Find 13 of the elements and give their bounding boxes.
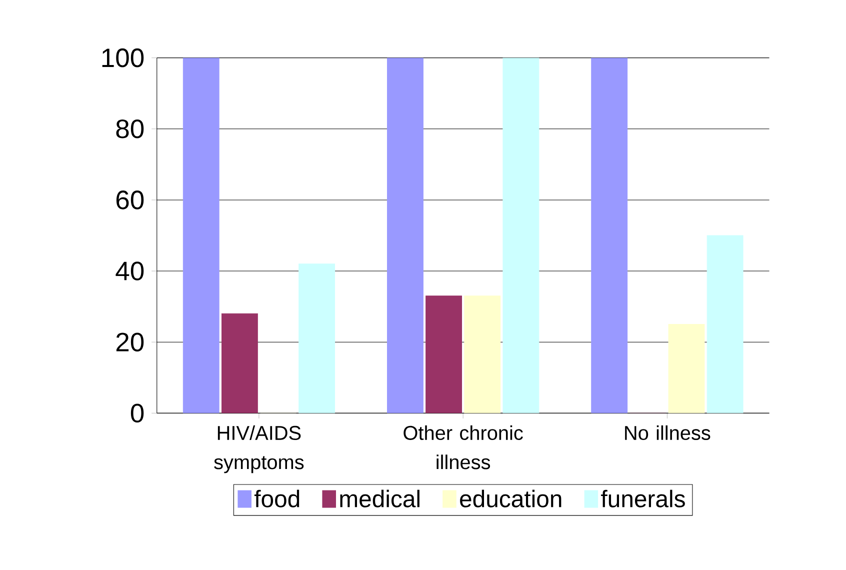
x-tick-label: Other chronic illness	[404, 425, 523, 470]
x-tick-label: No illness	[625, 425, 710, 440]
y-tick-label: 20	[116, 332, 144, 352]
legend-label: education	[460, 490, 562, 508]
y-tick-label: 60	[116, 190, 144, 210]
legend-label: food	[254, 490, 300, 508]
x-tick-label: HIV/AIDS symptoms	[214, 425, 304, 474]
y-tick-label: 100	[102, 48, 144, 68]
legend-label: medical	[340, 490, 420, 508]
legend-label: funerals	[601, 490, 685, 508]
y-tick-label: 40	[116, 262, 144, 280]
y-tick-label: 0	[130, 404, 144, 423]
y-tick-label: 80	[116, 119, 144, 138]
